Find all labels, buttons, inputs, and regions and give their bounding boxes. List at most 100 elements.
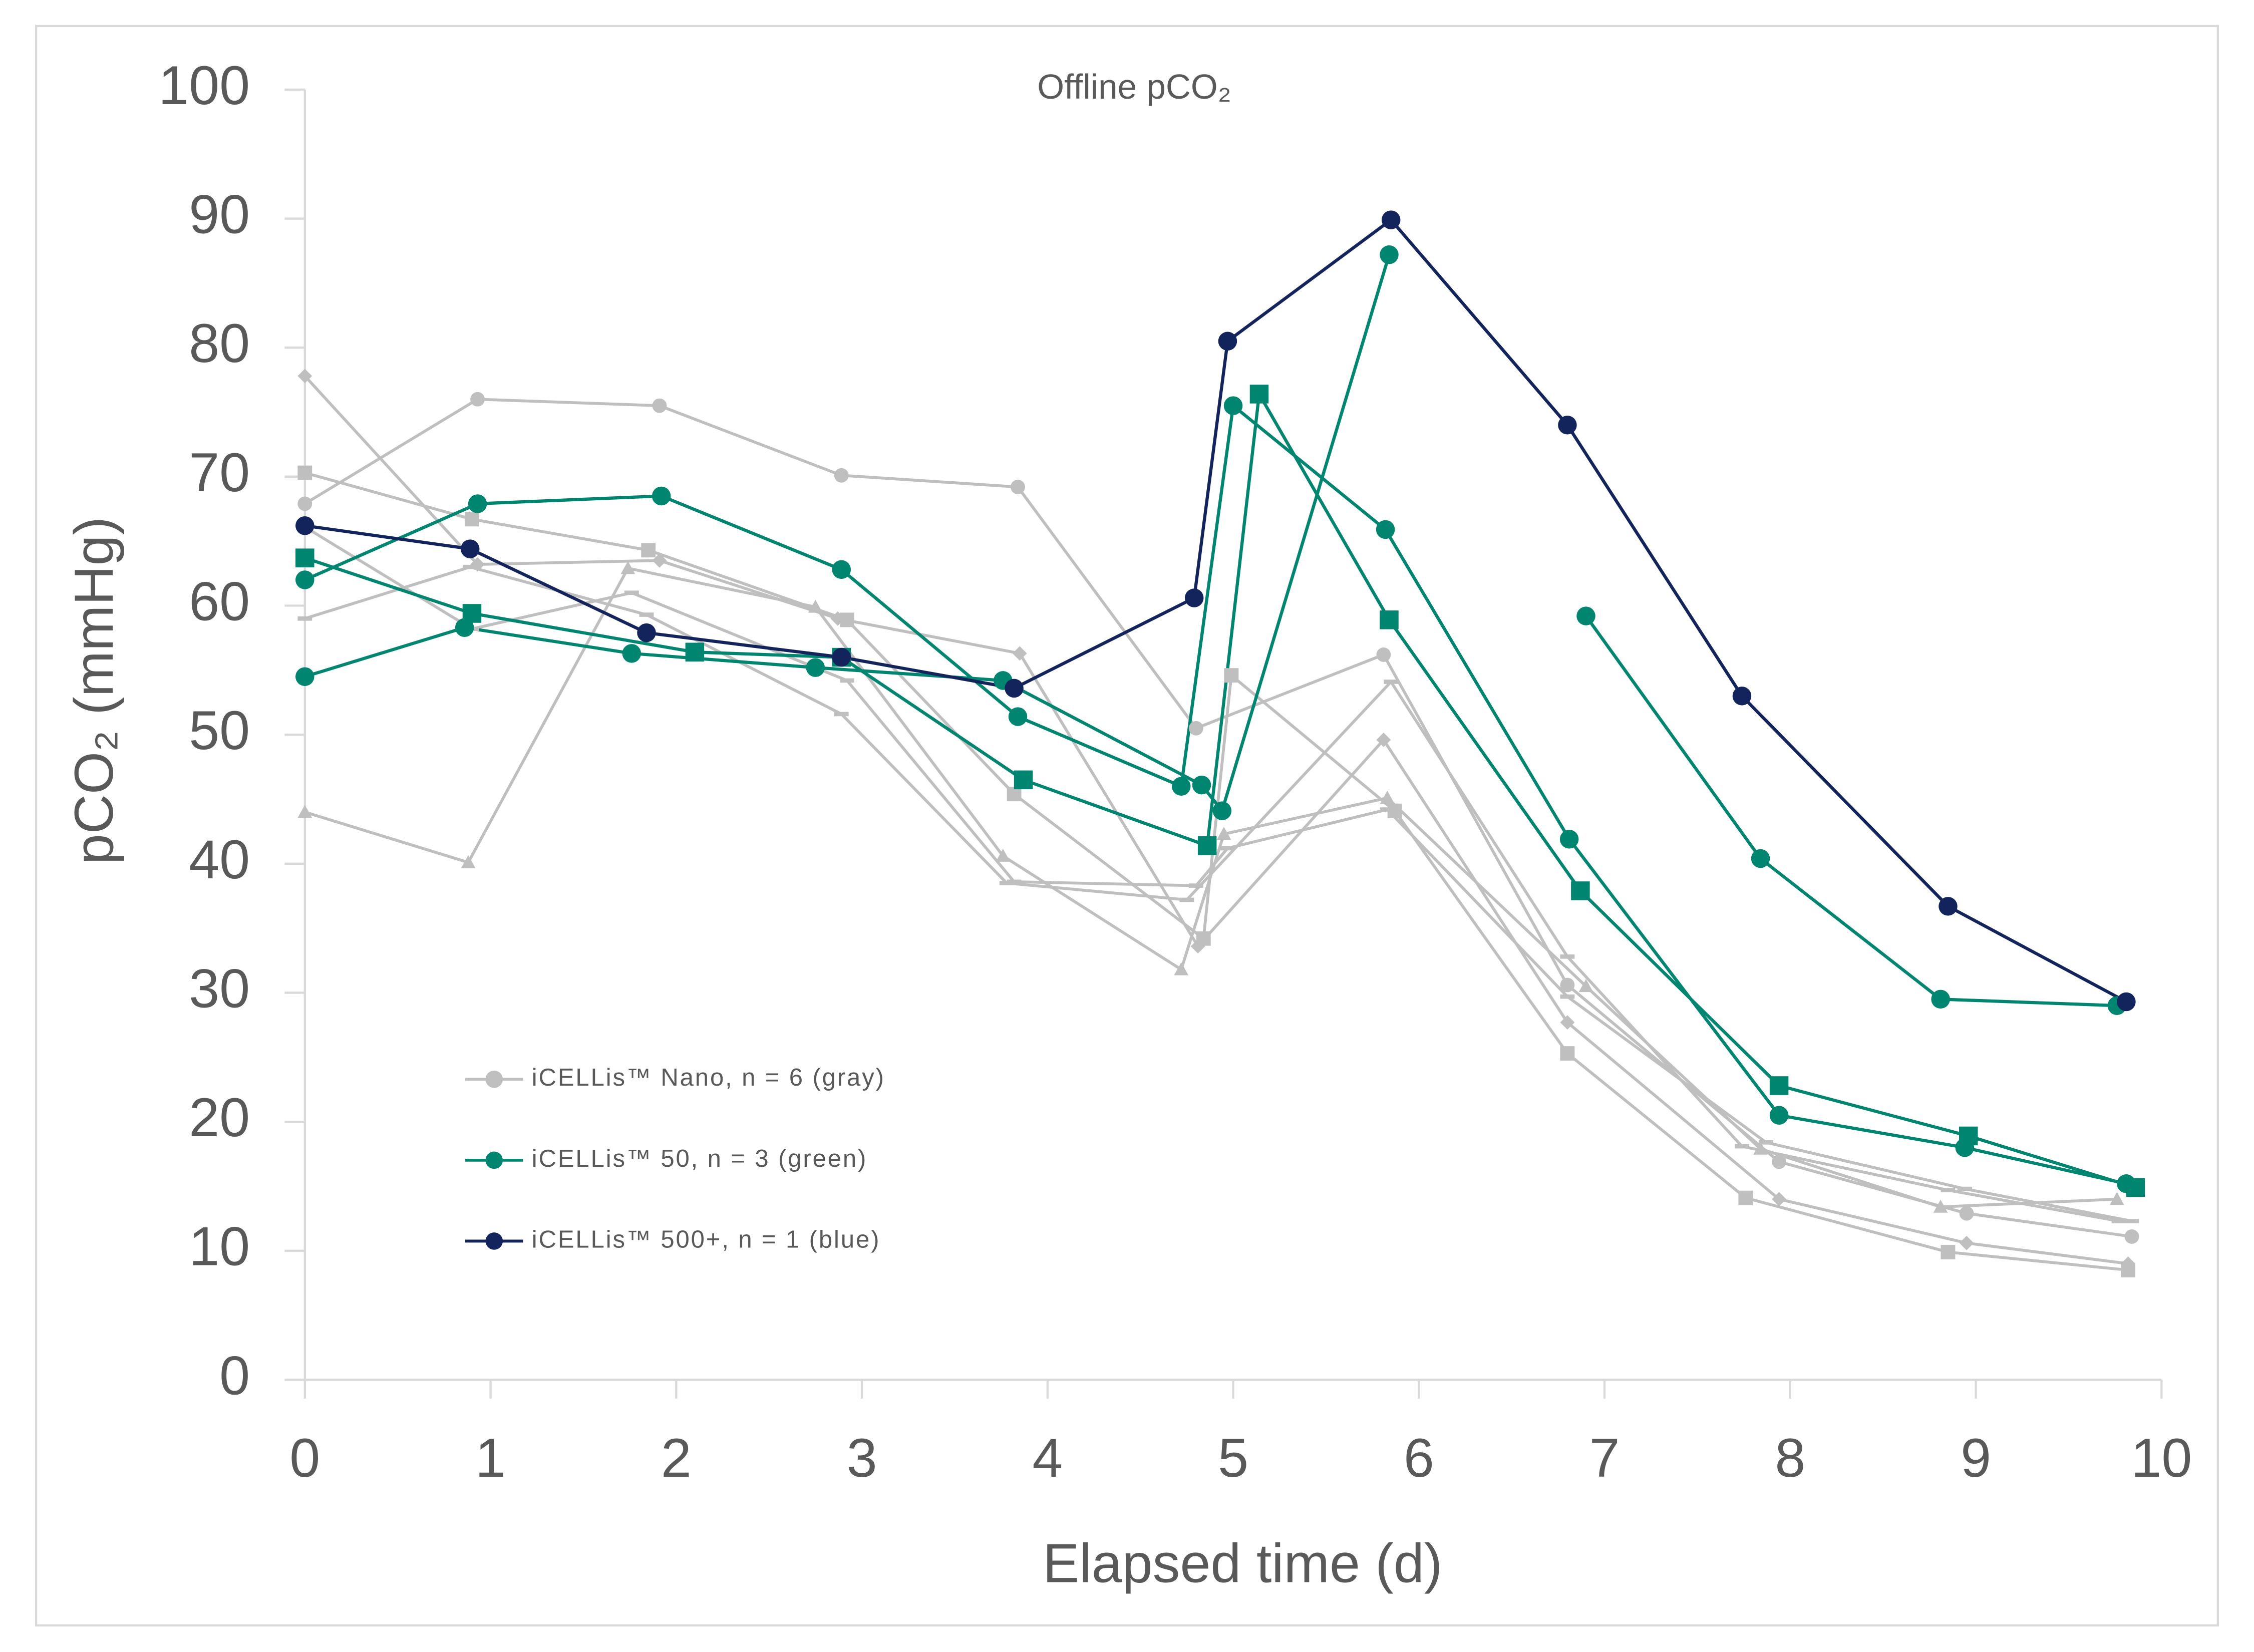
point: [1578, 979, 1593, 993]
x-tick-label: 7: [1589, 1428, 1620, 1489]
point: [1188, 721, 1203, 736]
point: [1560, 994, 1575, 999]
point: [641, 543, 656, 558]
point: [624, 590, 639, 595]
point: [462, 604, 482, 623]
y-tick-label: 70: [189, 442, 250, 503]
point: [1172, 777, 1191, 796]
point: [1218, 332, 1237, 351]
y-tick-label: 80: [189, 313, 250, 374]
y-tick-label: 40: [189, 829, 250, 890]
point: [297, 805, 312, 818]
chart-frame: [35, 25, 2219, 1627]
point: [461, 855, 476, 868]
point: [1216, 827, 1231, 840]
point: [830, 611, 845, 626]
point: [1560, 954, 1575, 959]
chart-title: Offline pCO₂: [1037, 67, 1231, 106]
y-tick-label: 20: [189, 1087, 250, 1148]
point: [1931, 989, 1950, 1009]
point: [1560, 1046, 1575, 1061]
x-tick-label: 8: [1775, 1428, 1805, 1489]
y-tick-label: 30: [189, 958, 250, 1019]
point: [1558, 416, 1577, 435]
legend-label: iCELLis™ 50, n = 3 (green): [532, 1145, 868, 1172]
legend-marker: [485, 1070, 503, 1088]
point: [1751, 849, 1770, 868]
point: [1959, 1235, 1974, 1250]
x-tick-label: 9: [1961, 1428, 1991, 1489]
point: [1380, 807, 1395, 812]
x-tick-label: 1: [475, 1428, 506, 1489]
x-tick-label: 2: [661, 1428, 692, 1489]
point: [1014, 770, 1033, 790]
point: [2124, 1229, 2139, 1244]
point: [1224, 668, 1239, 683]
x-tick-label: 5: [1218, 1428, 1248, 1489]
point: [2124, 1219, 2139, 1223]
point: [2109, 1192, 2124, 1205]
point: [839, 678, 854, 683]
point: [1735, 1144, 1749, 1149]
point: [685, 642, 705, 662]
point: [297, 369, 312, 384]
point: [652, 398, 667, 413]
point: [295, 667, 314, 686]
x-tick-label: 4: [1032, 1428, 1063, 1489]
point: [1759, 1140, 1774, 1145]
point: [1249, 385, 1269, 404]
point: [620, 561, 635, 574]
point: [1772, 1192, 1787, 1207]
point: [808, 599, 823, 613]
point: [1190, 939, 1205, 954]
point: [1560, 1015, 1575, 1030]
y-tick-label: 0: [219, 1345, 250, 1406]
point: [1732, 687, 1752, 706]
point: [1769, 1076, 1789, 1095]
x-tick-label: 3: [847, 1428, 877, 1489]
point: [1174, 962, 1189, 975]
series-line: [304, 217, 2127, 1004]
x-axis-label: Elapsed time (d): [1043, 1533, 1442, 1594]
point: [2126, 1178, 2145, 1197]
point: [1380, 610, 1399, 629]
point: [806, 658, 825, 677]
point: [637, 623, 656, 642]
series-line: [304, 403, 2127, 1185]
point: [1197, 836, 1217, 855]
legend-marker: [485, 1151, 503, 1169]
legend-label: iCELLis™ Nano, n = 6 (gray): [532, 1064, 885, 1091]
point: [295, 516, 314, 535]
point: [463, 564, 478, 569]
point: [1738, 1190, 1753, 1205]
point: [622, 644, 641, 663]
point: [1011, 480, 1025, 494]
x-tick-label: 10: [2131, 1428, 2192, 1489]
y-tick-label: 10: [189, 1216, 250, 1277]
legend-marker: [485, 1232, 503, 1250]
point: [297, 465, 312, 480]
x-tick-label: 6: [1404, 1428, 1434, 1489]
point: [470, 392, 485, 407]
point: [1381, 210, 1401, 229]
point: [1941, 1188, 1956, 1192]
point: [1959, 1126, 1978, 1146]
point: [1007, 879, 1022, 884]
point: [1212, 801, 1232, 820]
point: [652, 553, 667, 568]
point: [1179, 897, 1194, 902]
point: [1959, 1206, 1974, 1221]
point: [1559, 830, 1579, 849]
point: [297, 616, 312, 621]
point: [1376, 647, 1391, 662]
point: [295, 548, 314, 567]
point: [1005, 679, 1024, 698]
legend-label: iCELLis™ 500+, n = 1 (blue): [532, 1226, 881, 1253]
point: [999, 881, 1014, 885]
point: [468, 494, 487, 513]
y-tick-label: 50: [189, 700, 250, 761]
point: [1184, 588, 1204, 607]
point: [1223, 396, 1243, 415]
point: [1192, 775, 1211, 795]
